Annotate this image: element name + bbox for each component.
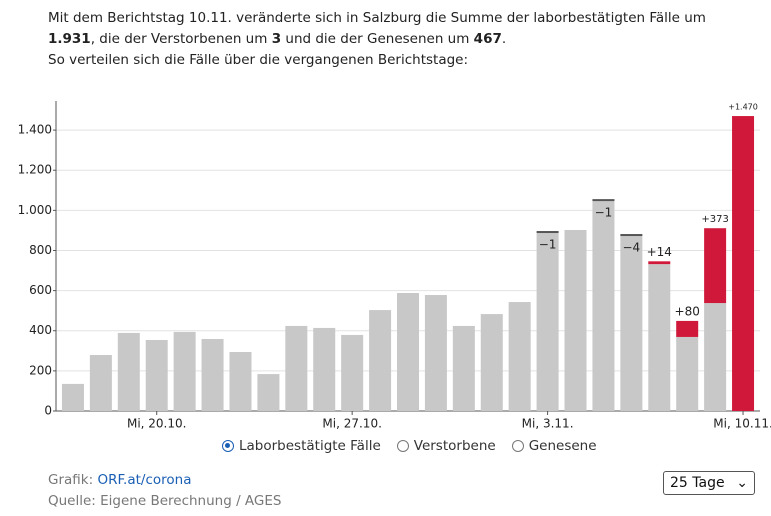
- bar: [145, 339, 168, 411]
- value-label: +1.470: [728, 103, 758, 112]
- value: 467: [473, 31, 502, 47]
- bar: [424, 295, 447, 411]
- y-tick-label: 1.000: [18, 203, 52, 217]
- radio-option[interactable]: Verstorbene: [396, 438, 496, 454]
- bar: [117, 332, 140, 411]
- value: 1.931: [48, 31, 91, 47]
- credit: Grafik:: [48, 472, 98, 488]
- y-tick-label: 200: [29, 363, 52, 377]
- intro-text: Mit dem Berichtstag 10.11. veränderte si…: [48, 8, 748, 50]
- bar: [257, 374, 280, 411]
- bar-change: [592, 199, 615, 202]
- bar: [648, 264, 671, 411]
- y-tick-label: 0: [44, 404, 52, 418]
- radio-label: Genesene: [528, 438, 597, 454]
- value: 3: [271, 31, 282, 47]
- bar: [201, 338, 224, 411]
- bar: [313, 327, 336, 411]
- bar: [592, 201, 615, 411]
- bar: [173, 331, 196, 411]
- bar: [508, 302, 531, 411]
- chart: 0 200 400 600 800 1.000 1.200 1.400 Mi, 20.10. Mi…: [18, 101, 771, 431]
- chevron: ⌄: [736, 475, 748, 491]
- value-label: +80: [675, 304, 700, 318]
- radio-label: Laborbestätigte Fälle: [239, 438, 381, 454]
- radio[interactable]: [511, 440, 524, 452]
- bar: [397, 293, 419, 411]
- bar: [676, 336, 699, 411]
- bar: [452, 325, 475, 411]
- radio-label: Verstorbene: [413, 438, 496, 454]
- range-select[interactable]: 25 Tage ⌄: [663, 471, 755, 495]
- range-value: 25 Tage: [670, 475, 725, 491]
- x-tick-label: Mi, 3.11.: [522, 417, 574, 431]
- bar: [480, 314, 503, 411]
- y-tick-label: 1.200: [18, 163, 52, 177]
- bar: [285, 325, 308, 411]
- value-label: +373: [701, 214, 728, 225]
- value-label: −1: [539, 238, 557, 252]
- radio-option[interactable]: Laborbestätigte Fälle: [222, 438, 381, 454]
- subline: So verteilen sich die Fälle über die ver…: [48, 52, 469, 68]
- x-tick-label: Mi, 20.10.: [127, 417, 186, 431]
- link[interactable]: ORF.at/corona: [97, 472, 192, 488]
- text: Mit dem Berichtstag 10.11. veränderte si…: [48, 10, 706, 26]
- bar: [620, 236, 643, 411]
- y-tick-label: 1.400: [18, 123, 52, 137]
- bar-change: [620, 234, 643, 237]
- bar: [61, 383, 84, 411]
- text: und die der Genesenen um: [281, 31, 474, 47]
- bar-change: [732, 116, 755, 411]
- bar-change: [676, 320, 699, 337]
- value-label: −4: [623, 241, 641, 255]
- value-label: −1: [595, 206, 613, 220]
- x-tick-label: Mi, 10.11.: [713, 417, 771, 431]
- bar: [564, 230, 587, 411]
- series-selector: Laborbestätigte Fälle Verstorbene Genesene: [222, 438, 597, 454]
- y-tick-label: 600: [29, 283, 52, 297]
- text: .: [501, 31, 507, 47]
- bar-change: [704, 228, 727, 304]
- bar-change: [648, 261, 671, 265]
- bar: [229, 352, 252, 411]
- value-label: +14: [647, 245, 672, 259]
- bar-change: [536, 231, 559, 234]
- footer: Grafik: ORF.at/corona Quelle: Eigene Ber…: [48, 470, 281, 512]
- radio[interactable]: [222, 440, 234, 452]
- bar: [89, 355, 112, 411]
- y-tick-label: 400: [29, 323, 52, 337]
- bar: [369, 310, 392, 411]
- y-tick-label: 800: [29, 243, 52, 257]
- bar: [341, 334, 364, 411]
- intro: Mit dem Berichtstag 10.11. veränderte si…: [48, 8, 748, 71]
- x-tick-label: Mi, 27.10.: [322, 417, 381, 431]
- bar: [536, 233, 559, 411]
- text: , die der Verstorbenen um: [90, 31, 272, 47]
- radio[interactable]: [396, 440, 409, 452]
- radio-option[interactable]: Genesene: [511, 438, 597, 454]
- bar: [704, 303, 727, 411]
- source: Quelle: Eigene Berechnung / AGES: [48, 493, 282, 509]
